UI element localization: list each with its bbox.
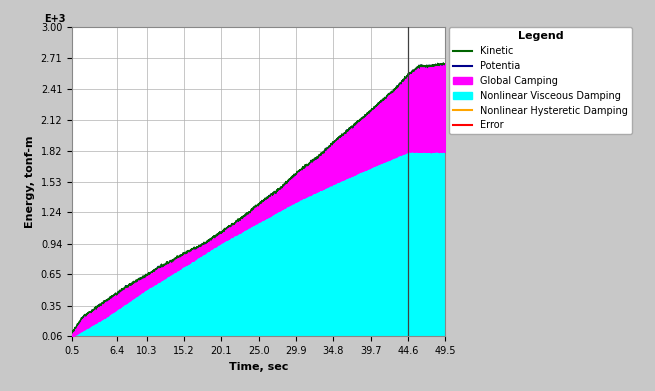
- Text: E+3: E+3: [44, 14, 66, 24]
- X-axis label: Time, sec: Time, sec: [229, 362, 288, 371]
- Y-axis label: Energy, tonf-m: Energy, tonf-m: [25, 136, 35, 228]
- Legend: Kinetic, Potentia, Global Camping, Nonlinear Visceous Damping, Nonlinear Hystere: Kinetic, Potentia, Global Camping, Nonli…: [449, 27, 632, 135]
